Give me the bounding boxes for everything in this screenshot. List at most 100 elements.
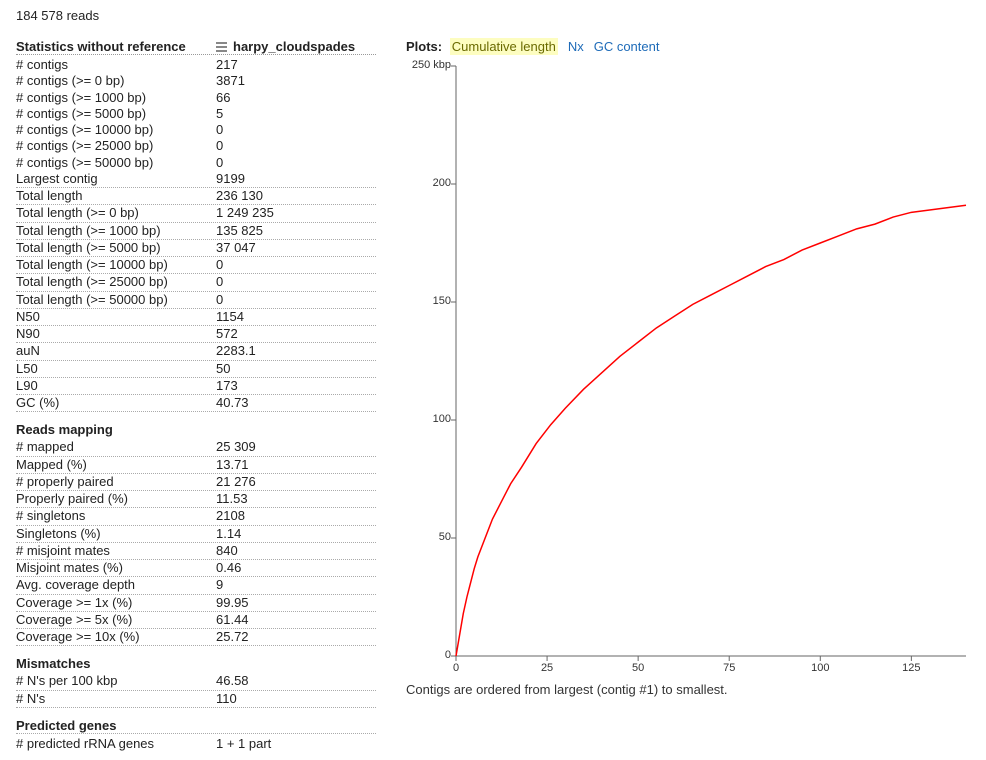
stat-row: Total length (>= 10000 bp)0	[16, 257, 376, 274]
stat-label: Total length (>= 10000 bp)	[16, 257, 216, 273]
stats-header: Statistics without reference harpy_cloud…	[16, 39, 376, 55]
assembly-name: harpy_cloudspades	[233, 39, 355, 54]
stat-label: # contigs (>= 25000 bp)	[16, 138, 216, 154]
stat-value: 0	[216, 292, 356, 308]
stat-label: Total length (>= 1000 bp)	[16, 223, 216, 239]
reads-row: Coverage >= 1x (%)99.95	[16, 595, 376, 612]
plot-tab-cumulative-length[interactable]: Cumulative length	[450, 38, 558, 55]
stat-row: Total length (>= 50000 bp)0	[16, 292, 376, 309]
y-tick-label: 100	[406, 413, 451, 425]
reads-label: Coverage >= 1x (%)	[16, 595, 216, 611]
reads-label: # properly paired	[16, 474, 216, 490]
stat-value: 0	[216, 138, 356, 154]
reads-label: Properly paired (%)	[16, 491, 216, 507]
stat-row: # contigs (>= 50000 bp)0	[16, 155, 376, 171]
stat-value: 0	[216, 122, 356, 138]
stats-header-assembly[interactable]: harpy_cloudspades	[216, 39, 356, 54]
reads-row: # singletons2108	[16, 508, 376, 525]
menu-icon[interactable]	[216, 42, 227, 51]
reads-label: Coverage >= 5x (%)	[16, 612, 216, 628]
reads-label: Mapped (%)	[16, 457, 216, 473]
stat-label: N90	[16, 326, 216, 342]
reads-value: 840	[216, 543, 356, 559]
stats-panel: Statistics without reference harpy_cloud…	[16, 39, 376, 752]
stat-row: Total length (>= 25000 bp)0	[16, 274, 376, 291]
reads-row: Avg. coverage depth9	[16, 577, 376, 594]
reads-label: # singletons	[16, 508, 216, 524]
reads-label: Avg. coverage depth	[16, 577, 216, 593]
reads-row: Singletons (%)1.14	[16, 526, 376, 543]
reads-value: 13.71	[216, 457, 356, 473]
stat-value: 173	[216, 378, 356, 394]
reads-row: Coverage >= 10x (%)25.72	[16, 629, 376, 646]
reads-label: # mapped	[16, 439, 216, 455]
stat-row: Total length (>= 5000 bp)37 047	[16, 240, 376, 257]
plots-panel: Plots: Cumulative lengthNxGC content 050…	[406, 39, 976, 752]
stat-row: GC (%)40.73	[16, 395, 376, 412]
y-tick-label: 0	[406, 649, 451, 661]
stat-value: 66	[216, 90, 356, 106]
mismatch-label: # N's	[16, 691, 216, 707]
stat-label: # contigs (>= 0 bp)	[16, 73, 216, 89]
stat-value: 236 130	[216, 188, 356, 204]
stat-row: L5050	[16, 361, 376, 378]
stat-row: # contigs217	[16, 57, 376, 73]
x-tick-label: 100	[805, 662, 835, 674]
predicted-title: Predicted genes	[16, 718, 376, 734]
reads-value: 11.53	[216, 491, 356, 507]
reads-value: 61.44	[216, 612, 356, 628]
mismatch-label: # N's per 100 kbp	[16, 673, 216, 689]
plot-tab-nx[interactable]: Nx	[568, 39, 584, 54]
stat-value: 37 047	[216, 240, 356, 256]
reads-row: # mapped25 309	[16, 439, 376, 456]
reads-value: 21 276	[216, 474, 356, 490]
reads-label: Misjoint mates (%)	[16, 560, 216, 576]
stat-row: L90173	[16, 378, 376, 395]
stat-value: 9199	[216, 171, 356, 187]
stat-value: 3871	[216, 73, 356, 89]
predicted-row: # predicted rRNA genes1 + 1 part	[16, 736, 376, 752]
stat-label: auN	[16, 343, 216, 359]
stat-row: # contigs (>= 25000 bp)0	[16, 138, 376, 154]
plots-tabs: Plots: Cumulative lengthNxGC content	[406, 39, 976, 54]
mismatch-value: 46.58	[216, 673, 356, 689]
mismatch-row: # N's per 100 kbp46.58	[16, 673, 376, 690]
reads-value: 99.95	[216, 595, 356, 611]
plot-tab-gc-content[interactable]: GC content	[594, 39, 660, 54]
reads-count: 184 578 reads	[16, 8, 970, 23]
stat-label: GC (%)	[16, 395, 216, 411]
stat-label: Total length (>= 0 bp)	[16, 205, 216, 221]
x-tick-label: 25	[532, 662, 562, 674]
stat-label: Total length (>= 50000 bp)	[16, 292, 216, 308]
stat-value: 217	[216, 57, 356, 73]
stat-row: # contigs (>= 5000 bp)5	[16, 106, 376, 122]
stat-row: Total length236 130	[16, 188, 376, 205]
y-tick-label: 50	[406, 531, 451, 543]
stat-value: 572	[216, 326, 356, 342]
stat-row: Largest contig9199	[16, 171, 376, 188]
reads-row: Properly paired (%)11.53	[16, 491, 376, 508]
predicted-value: 1 + 1 part	[216, 736, 356, 752]
reads-value: 25.72	[216, 629, 356, 645]
mismatch-value: 110	[216, 691, 356, 707]
reads-value: 2108	[216, 508, 356, 524]
stat-value: 5	[216, 106, 356, 122]
y-tick-label: 200	[406, 177, 451, 189]
stat-row: # contigs (>= 0 bp)3871	[16, 73, 376, 89]
stat-value: 0	[216, 274, 356, 290]
stat-label: L90	[16, 378, 216, 394]
reads-label: Singletons (%)	[16, 526, 216, 542]
mismatch-row: # N's110	[16, 691, 376, 708]
stat-row: Total length (>= 1000 bp)135 825	[16, 223, 376, 240]
stat-label: # contigs (>= 5000 bp)	[16, 106, 216, 122]
stat-row: Total length (>= 0 bp)1 249 235	[16, 205, 376, 222]
predicted-label: # predicted rRNA genes	[16, 736, 216, 752]
reads-row: Misjoint mates (%)0.46	[16, 560, 376, 577]
stat-value: 40.73	[216, 395, 356, 411]
stat-label: L50	[16, 361, 216, 377]
stat-label: Largest contig	[16, 171, 216, 187]
stat-row: auN2283.1	[16, 343, 376, 360]
stat-label: Total length (>= 5000 bp)	[16, 240, 216, 256]
stat-label: # contigs (>= 1000 bp)	[16, 90, 216, 106]
stat-value: 0	[216, 257, 356, 273]
